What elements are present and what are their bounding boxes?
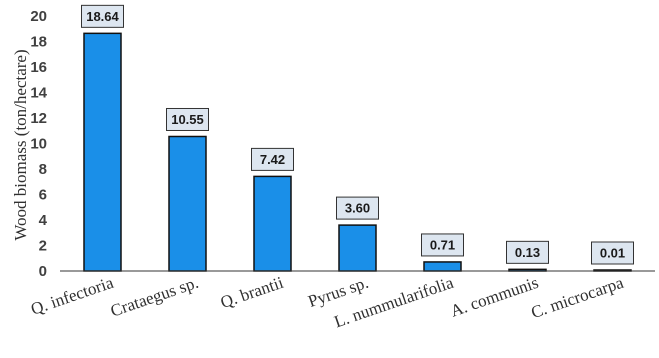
data-label-box <box>251 147 294 171</box>
y-tick-label: 20 <box>30 8 47 25</box>
y-tick-label: 18 <box>30 34 47 51</box>
bar <box>253 175 292 272</box>
y-tick-label: 12 <box>30 110 47 127</box>
y-tick-label: 14 <box>30 85 47 102</box>
y-tick-label: 8 <box>39 161 47 178</box>
bar <box>83 32 122 272</box>
bars <box>83 32 632 272</box>
y-tick-label: 2 <box>39 238 47 255</box>
data-labels: 18.64 10.55 7.42 3.60 0.71 0.13 0.01 <box>81 4 634 265</box>
data-label: 0.13 <box>515 245 540 260</box>
data-label: 0.71 <box>430 237 455 252</box>
y-tick-label: 6 <box>39 187 47 204</box>
data-label: 3.60 <box>345 201 370 216</box>
bar <box>423 261 462 272</box>
category-label: C. microcarpa <box>529 273 627 322</box>
y-tick-label: 4 <box>39 212 48 229</box>
y-tick-label: 0 <box>39 263 47 280</box>
y-axis-title: Wood biomass (ton/hectare) <box>11 49 30 240</box>
bar <box>338 224 377 272</box>
category-label: Crataegus sp. <box>108 273 201 321</box>
y-tick-label: 10 <box>30 136 47 153</box>
category-label: Q. brantii <box>218 273 286 312</box>
data-label-box <box>591 241 634 265</box>
data-label: 10.55 <box>171 112 204 127</box>
data-label: 0.01 <box>600 246 625 261</box>
data-label-box <box>166 107 209 131</box>
data-label-box <box>81 4 124 28</box>
bar <box>168 135 207 272</box>
data-label-box <box>421 233 464 257</box>
data-label: 7.42 <box>260 152 285 167</box>
y-axis-ticks: 0 2 4 6 8 10 12 14 16 18 20 <box>30 8 47 280</box>
y-tick-label: 16 <box>30 59 47 76</box>
data-label-box <box>336 196 379 220</box>
data-label-box <box>506 240 549 264</box>
data-label: 18.64 <box>86 9 119 24</box>
category-label: A. communis <box>448 273 541 321</box>
